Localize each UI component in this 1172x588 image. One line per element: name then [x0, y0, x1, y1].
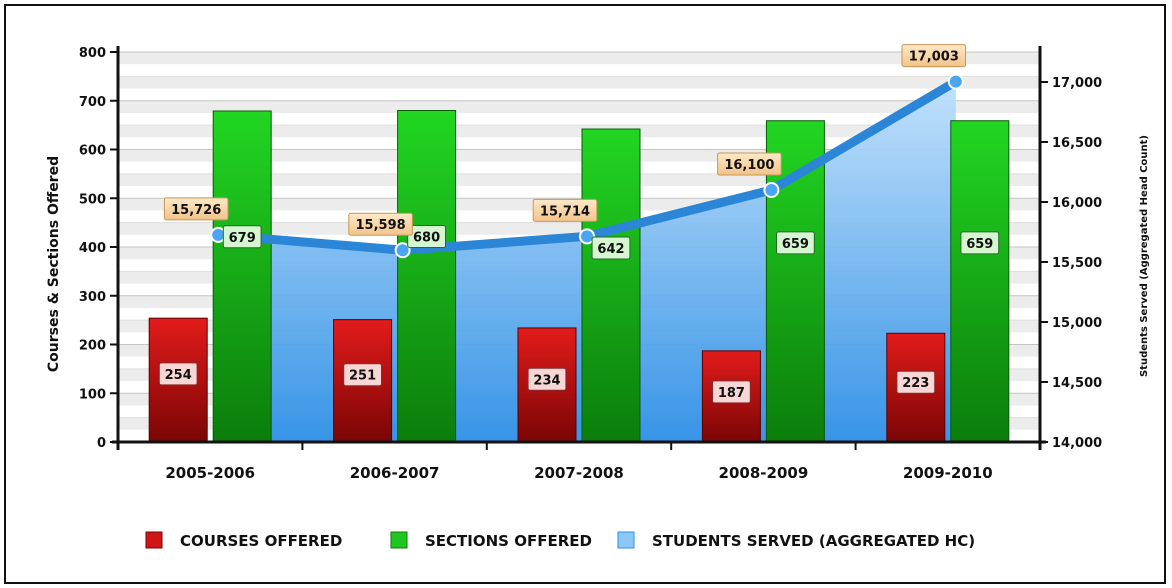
sections-bar — [397, 110, 457, 443]
legend-item: SECTIONS OFFERED — [390, 531, 592, 550]
courses-data-label: 187 — [712, 380, 751, 404]
sections-data-label-box — [591, 236, 631, 260]
students-data-label-text: 15,714 — [540, 204, 590, 219]
students-point — [763, 182, 780, 198]
courses-data-label-text: 254 — [165, 368, 192, 383]
sections-bar — [212, 110, 272, 443]
courses-data-label-text: 251 — [349, 369, 376, 384]
y-tick-label: 800 — [79, 46, 106, 61]
x-tick-label: 2008-2009 — [719, 464, 809, 482]
students-data-label-text: 15,598 — [356, 218, 406, 233]
sections-data-label-box — [960, 231, 1000, 255]
students-data-label-box — [717, 152, 782, 176]
y-tick-label: 200 — [79, 339, 106, 354]
sections-data-label-text: 659 — [782, 237, 809, 252]
legend-item: COURSES OFFERED — [145, 531, 342, 550]
students-data-label: 15,714 — [532, 198, 598, 222]
y-axis-title: Courses & Sections Offered — [46, 156, 62, 372]
sections-data-label-text: 680 — [413, 230, 440, 245]
sections-data-label: 680 — [407, 224, 447, 248]
students-data-label: 15,726 — [163, 197, 229, 221]
y-right-tick-label: 15,000 — [1052, 316, 1102, 331]
students-point — [579, 228, 595, 245]
legend-swatch — [617, 531, 635, 549]
sections-data-label: 642 — [591, 236, 631, 260]
sections-data-label: 679 — [222, 225, 262, 249]
students-data-label-text: 17,003 — [909, 50, 959, 65]
courses-data-label-box — [343, 363, 383, 387]
chart-frame: 0 100 200 300 400 500 600 700 800 14,000 14,500 15,… — [4, 4, 1166, 584]
axes: 0 100 200 300 400 500 600 700 800 14,000 14,500 15,… — [79, 46, 1102, 482]
students-data-label-box — [532, 198, 598, 222]
courses-data-label-box — [527, 367, 567, 391]
y-axis-right-title: Students Served (Aggregated Head Count) — [1139, 135, 1150, 377]
sections-data-label: 659 — [776, 231, 815, 255]
x-tick-label: 2006-2007 — [350, 464, 440, 482]
students-data-label: 17,003 — [901, 44, 967, 68]
y-right-tick-label: 14,500 — [1052, 376, 1102, 391]
y-tick-label: 700 — [79, 95, 106, 110]
sections-data-label-text: 642 — [597, 242, 624, 257]
students-data-label-box — [163, 197, 229, 221]
courses-data-label: 223 — [896, 370, 936, 394]
students-point — [947, 73, 964, 90]
students-point — [394, 242, 411, 259]
courses-data-label: 234 — [527, 367, 567, 391]
courses-data-label-text: 187 — [718, 386, 745, 401]
sections-data-label-text: 679 — [229, 231, 256, 246]
x-tick-label: 2007-2008 — [534, 464, 624, 482]
y-tick-label: 400 — [79, 241, 106, 256]
sections-data-label: 659 — [960, 231, 1000, 255]
x-tick-label: 2005-2006 — [165, 464, 255, 482]
students-data-label-box — [348, 212, 413, 236]
y-tick-label: 500 — [79, 192, 106, 207]
grid-band — [118, 52, 1040, 65]
students-line-series — [210, 73, 964, 259]
sections-data-label-box — [222, 225, 262, 249]
courses-data-label: 251 — [343, 363, 383, 387]
y-tick-label: 0 — [97, 436, 106, 451]
courses-data-label-box — [158, 362, 198, 386]
legend-swatch — [390, 531, 408, 549]
y-right-tick-label: 15,500 — [1052, 256, 1102, 271]
y-right-tick-label: 16,500 — [1052, 136, 1102, 151]
grid-band — [118, 76, 1040, 89]
sections-data-label-text: 659 — [966, 237, 993, 252]
courses-data-label-box — [712, 380, 751, 404]
students-data-label-text: 15,726 — [171, 203, 221, 218]
x-tick-label: 2009-2010 — [903, 464, 993, 482]
y-tick-label: 600 — [79, 144, 106, 159]
students-data-label: 15,598 — [348, 212, 413, 236]
data-labels: 254 251 234 187 223 679 680 642 659 659 15,726 15,5… — [158, 44, 1000, 404]
students-data-label: 16,100 — [717, 152, 782, 176]
y-tick-label: 300 — [79, 290, 106, 305]
legend-swatch — [145, 531, 163, 549]
y-right-tick-label: 17,000 — [1052, 76, 1102, 91]
legend-label: COURSES OFFERED — [180, 532, 342, 550]
sections-bar — [950, 120, 1010, 443]
courses-data-label-text: 223 — [902, 376, 929, 391]
courses-data-label: 254 — [158, 362, 198, 386]
sections-data-label-box — [407, 224, 447, 248]
sections-bar — [581, 128, 641, 443]
legend-item: STUDENTS SERVED (AGGREGATED HC) — [617, 531, 975, 550]
chart: 0 100 200 300 400 500 600 700 800 14,000 14,500 15,… — [46, 44, 1150, 550]
legend-label: STUDENTS SERVED (AGGREGATED HC) — [652, 532, 975, 550]
legend-label: SECTIONS OFFERED — [425, 532, 592, 550]
sections-data-label-box — [776, 231, 815, 255]
courses-data-label-box — [896, 370, 936, 394]
students-data-label-box — [901, 44, 967, 68]
legend: COURSES OFFERED SECTIONS OFFERED STUDENTS … — [145, 531, 975, 550]
y-tick-label: 100 — [79, 387, 106, 402]
courses-data-label-text: 234 — [533, 373, 560, 388]
grid-band — [118, 100, 1040, 113]
y-right-tick-label: 14,000 — [1052, 436, 1102, 451]
students-data-label-text: 16,100 — [724, 158, 774, 173]
y-right-tick-label: 16,000 — [1052, 196, 1102, 211]
